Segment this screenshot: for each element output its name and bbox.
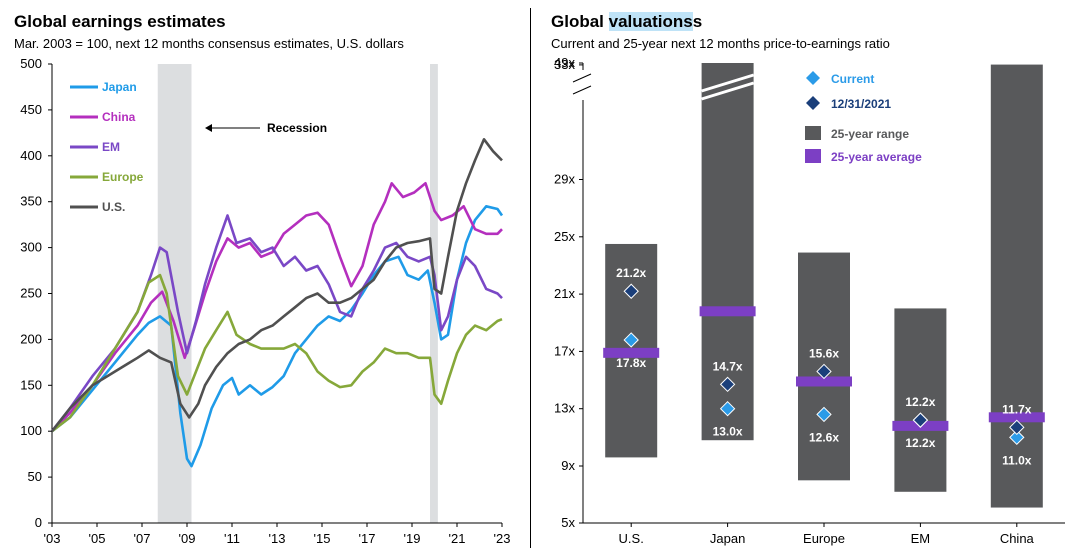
prior-label-japan: 14.7x [713, 359, 743, 373]
x-tick-label: '19 [404, 531, 421, 546]
legend-label-china: China [102, 110, 136, 124]
earnings-panel: Global earnings estimates Mar. 2003 = 10… [0, 0, 525, 555]
valuations-title-suffix: s [692, 12, 703, 31]
y-tick-label: 17x [554, 343, 575, 358]
x-tick-label-us: U.S. [619, 531, 644, 546]
recession-band-1 [430, 64, 438, 523]
valuations-title-prefix: Global [551, 12, 609, 31]
prior-label-europe: 15.6x [809, 346, 839, 360]
x-tick-label: '21 [449, 531, 466, 546]
legend-average-icon [805, 149, 821, 163]
y-tick-label: 25x [554, 229, 575, 244]
prior-point-em [912, 412, 929, 428]
average-marker-china [988, 412, 1045, 423]
series-line-em [50, 214, 503, 433]
y-tick-label: 21x [554, 286, 575, 301]
current-label-china: 11.0x [1002, 453, 1032, 467]
y-tick-label: 50 [28, 469, 42, 484]
prior-point-us [623, 283, 639, 299]
x-tick-label-japan: Japan [710, 531, 745, 546]
y-tick-label: 450 [20, 102, 42, 117]
x-tick-label: '15 [314, 531, 331, 546]
panel-divider [530, 8, 531, 548]
legend-prior-label: 12/31/2021 [831, 97, 891, 111]
y-tick-label: 500 [20, 56, 42, 71]
x-tick-label-em: EM [911, 531, 931, 546]
x-tick-label: '11 [224, 531, 240, 546]
recession-label: Recession [267, 121, 327, 135]
y-tick-label: 13x [554, 401, 575, 416]
legend-average-label: 25-year average [831, 150, 922, 164]
current-label-em: 12.2x [905, 395, 935, 409]
x-tick-label: '03 [44, 531, 61, 546]
valuations-title-highlight: valuations [608, 12, 693, 31]
y-tick-label: 350 [20, 194, 42, 209]
average-marker-europe [796, 376, 852, 387]
y-tick-label: 49x [554, 55, 575, 70]
current-point-us [623, 332, 639, 348]
current-label-europe: 12.6x [809, 430, 839, 444]
range-bar-em [894, 308, 947, 492]
x-tick-label: '17 [359, 531, 376, 546]
recession-arrowhead [205, 124, 212, 132]
current-label-us: 17.8x [616, 356, 646, 370]
x-tick-label-europe: Europe [803, 531, 845, 546]
prior-label-china: 11.7x [1002, 402, 1032, 416]
legend-prior-icon [806, 96, 820, 110]
y-tick-label: 300 [20, 240, 42, 255]
valuations-subtitle: Current and 25-year next 12 months price… [551, 36, 890, 51]
legend-label-em: EM [102, 140, 120, 154]
y-tick-label: 9x [561, 458, 575, 473]
legend-label-us: U.S. [102, 200, 125, 214]
legend-range-icon [805, 126, 821, 140]
legend-label-japan: Japan [102, 80, 137, 94]
x-tick-label: '05 [89, 531, 106, 546]
current-point-europe [816, 406, 832, 423]
current-point-japan [719, 400, 736, 417]
y-tick-label: 5x [561, 515, 575, 530]
x-tick-label: '07 [134, 531, 151, 546]
average-marker-japan [699, 306, 756, 317]
axis-break-gap [575, 70, 591, 100]
average-marker-us [603, 347, 660, 358]
x-tick-label-china: China [1000, 531, 1035, 546]
prior-label-us: 21.2x [616, 266, 646, 280]
x-tick-label: '13 [269, 531, 286, 546]
y-tick-label: 150 [20, 377, 42, 392]
legend-label-europe: Europe [102, 170, 144, 184]
prior-point-japan [719, 376, 736, 393]
legend-current-icon [806, 71, 820, 85]
y-tick-label: 250 [20, 286, 42, 301]
series-line-europe [51, 273, 503, 433]
axis-break-mark [572, 85, 592, 95]
series-line-us [50, 138, 503, 433]
legend-range-label: 25-year range [831, 127, 909, 141]
earnings-line-chart: 0 50 100 150 200 250 300 350 400 450 500 '03 '05 '07 '… [20, 56, 511, 546]
current-point-china [1009, 429, 1025, 446]
x-tick-label: '23 [494, 531, 511, 546]
current-label-japan: 13.0x [713, 425, 743, 439]
bar-break-mark [701, 73, 755, 93]
prior-label-em: 12.2x [905, 436, 935, 450]
y-tick-label: 200 [20, 331, 42, 346]
y-tick-label: 400 [20, 148, 42, 163]
axis-break-mark [572, 73, 592, 83]
valuations-title: Global valuationss [551, 12, 702, 32]
prior-point-europe [816, 363, 832, 380]
x-tick-label: '09 [179, 531, 196, 546]
y-tick-label: 33x [554, 57, 575, 72]
bar-break-mark [701, 81, 755, 101]
earnings-subtitle: Mar. 2003 = 100, next 12 months consensu… [14, 36, 404, 51]
earnings-title: Global earnings estimates [14, 12, 226, 31]
prior-point-china [1009, 419, 1025, 436]
y-tick-label: 29x [554, 172, 575, 187]
valuations-panel: Global valuationss Current and 25-year n… [545, 0, 1071, 555]
y-tick-label: 0 [35, 515, 42, 530]
series-line-china [51, 182, 503, 433]
series-line-japan [51, 205, 504, 468]
legend-current-label: Current [831, 72, 874, 86]
y-tick-label: 100 [20, 423, 42, 438]
